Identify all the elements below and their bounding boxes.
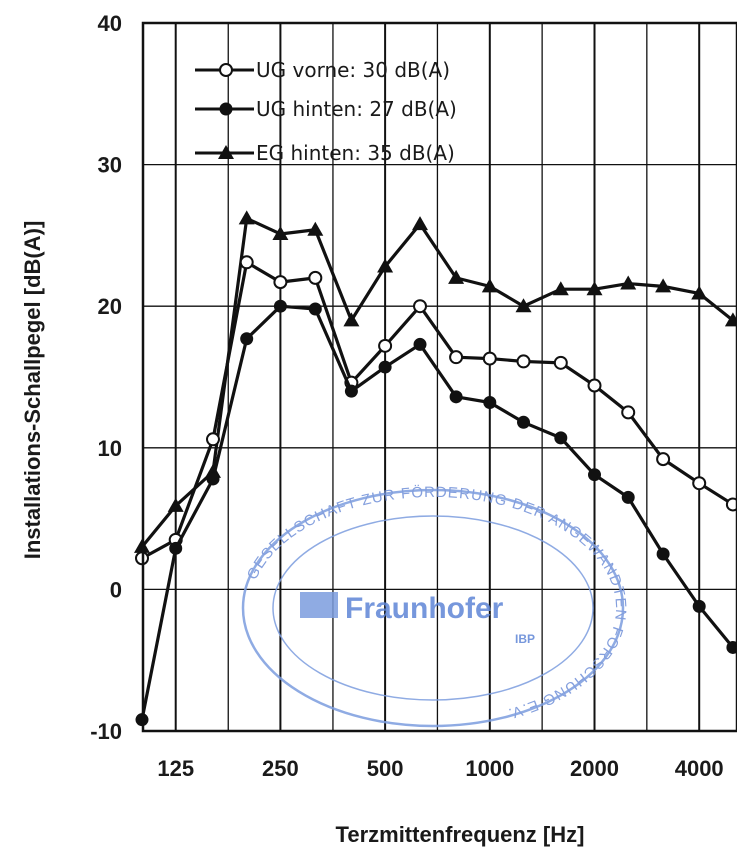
data-point (272, 225, 289, 240)
data-point (449, 390, 463, 404)
legend-label: EG hinten: 35 dB(A) (256, 141, 455, 165)
y-tick-label: 10 (98, 436, 122, 461)
data-point (656, 547, 670, 561)
data-point (238, 210, 255, 225)
data-point (413, 337, 427, 351)
x-axis-label: Terzmittenfrequenz [Hz] (336, 822, 585, 847)
data-point (169, 541, 183, 555)
data-point (724, 312, 737, 327)
y-tick-label: 30 (98, 153, 122, 178)
data-point (588, 468, 602, 482)
data-point (240, 332, 254, 346)
x-tick-label: 250 (262, 756, 299, 781)
data-point (515, 298, 532, 313)
plot-area (134, 210, 737, 727)
data-point (378, 338, 393, 353)
stamp-institute: IBP (515, 632, 535, 646)
data-point (448, 269, 465, 284)
x-axis-ticks: 125 250 500 1000 2000 4000 (157, 756, 723, 781)
y-tick-label: -10 (90, 719, 122, 744)
data-point (517, 415, 531, 429)
data-point (656, 452, 671, 467)
data-point (483, 395, 497, 409)
legend-marker (219, 102, 233, 116)
data-point (273, 275, 288, 290)
data-point (273, 299, 287, 313)
data-point (167, 497, 184, 512)
series-group (134, 210, 737, 727)
fraunhofer-logo-icon (300, 592, 338, 618)
data-point (691, 285, 708, 300)
legend-marker (218, 145, 234, 159)
series-line (141, 260, 734, 560)
data-point (587, 378, 602, 393)
data-point (412, 216, 429, 231)
data-point (413, 299, 428, 314)
data-point (621, 405, 636, 420)
y-tick-label: 40 (98, 11, 122, 36)
data-point (516, 354, 531, 369)
x-tick-label: 1000 (465, 756, 514, 781)
grid (143, 23, 737, 731)
series-line (140, 304, 735, 720)
legend-label: UG hinten: 27 dB(A) (256, 97, 457, 121)
data-point (554, 431, 568, 445)
x-tick-label: 2000 (570, 756, 619, 781)
x-tick-label: 4000 (675, 756, 724, 781)
data-point (481, 278, 498, 293)
y-axis-label: Installations-Schallpegel [dB(A)] (20, 221, 45, 560)
data-point (726, 640, 737, 654)
data-point (620, 275, 637, 290)
data-point (725, 497, 737, 512)
data-point (621, 490, 635, 504)
data-point (205, 432, 220, 447)
data-point (655, 278, 672, 293)
stamp-logo-text: Fraunhofer (345, 592, 504, 625)
data-point (552, 281, 569, 296)
data-point (308, 270, 323, 285)
y-tick-label: 0 (110, 577, 122, 602)
data-point (377, 258, 394, 273)
legend-marker (219, 63, 233, 77)
y-axis-ticks: -10 0 10 20 30 40 (90, 11, 122, 744)
data-point (586, 281, 603, 296)
legend: UG vorne: 30 dB(A) UG hinten: 27 dB(A) EG … (195, 58, 457, 165)
data-point (378, 360, 392, 374)
fraunhofer-stamp: GESELLSCHAFT ZUR FÖRDERUNG DER ANGEWANDT… (241, 483, 628, 728)
data-point (206, 472, 220, 486)
data-point (692, 476, 707, 491)
x-tick-label: 125 (157, 756, 194, 781)
data-point (343, 312, 360, 327)
data-point (239, 255, 254, 270)
data-point (449, 350, 464, 365)
data-point (344, 384, 358, 398)
data-point (692, 599, 706, 613)
data-point (482, 351, 497, 366)
data-point (553, 355, 568, 370)
x-tick-label: 500 (367, 756, 404, 781)
data-point (308, 302, 322, 316)
data-point (307, 221, 324, 236)
legend-label: UG vorne: 30 dB(A) (256, 58, 450, 82)
y-tick-label: 20 (98, 294, 122, 319)
plot-frame (141, 21, 737, 733)
